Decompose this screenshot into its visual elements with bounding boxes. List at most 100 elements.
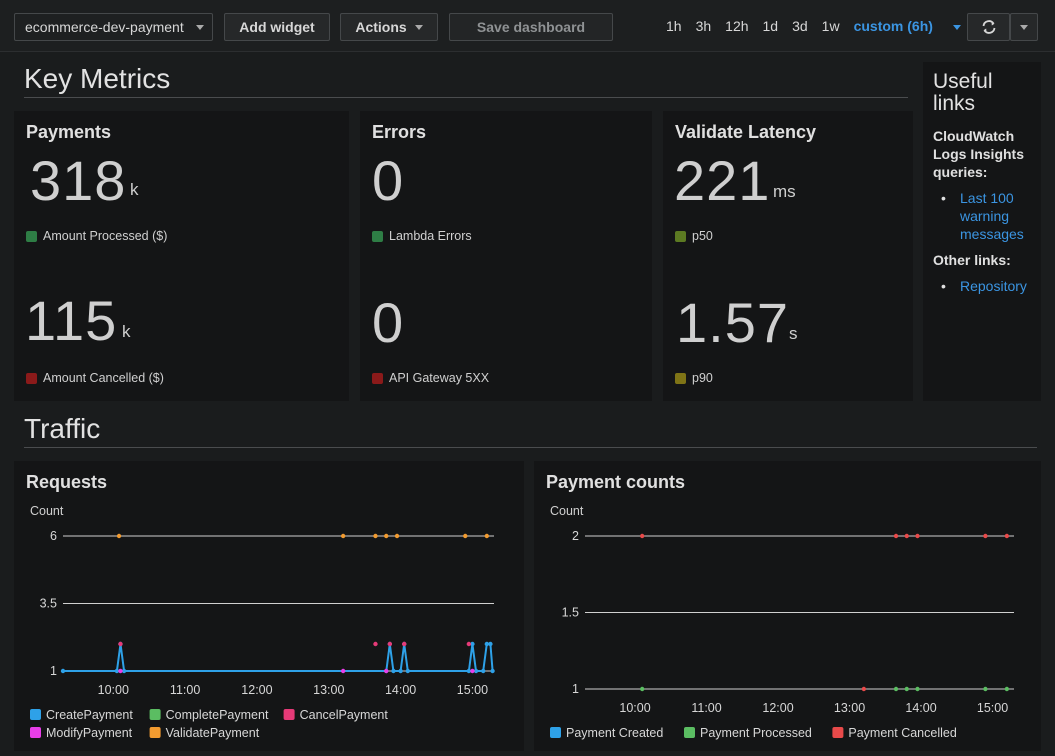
legend-label: Payment Processed [700, 726, 812, 740]
y-tick-label: 6 [50, 529, 57, 543]
time-range-1d[interactable]: 1d [762, 18, 779, 34]
useful-links-title: Useful links [933, 70, 993, 115]
requests-chart[interactable]: 6 3.5 1 10:00 11:00 12:00 13:00 14:00 15:00 Creat… [14, 520, 524, 750]
widget-title: Validate Latency [675, 122, 817, 142]
y-tick-label: 1 [50, 664, 57, 678]
time-range-1h[interactable]: 1h [666, 18, 682, 34]
legend-swatch [832, 727, 844, 738]
add-widget-label: Add widget [239, 19, 315, 35]
legend-swatch [26, 230, 37, 242]
legend-swatch [675, 230, 686, 242]
metric-value: 115 [25, 289, 118, 352]
data-point [470, 641, 475, 647]
y-tick-label: 2 [572, 529, 579, 543]
legend-label: API Gateway 5XX [389, 371, 490, 385]
time-range-custom[interactable]: custom (6h) [854, 18, 975, 34]
data-point [387, 641, 393, 647]
metric-legend: Amount Processed ($) [26, 229, 167, 243]
data-point [640, 533, 645, 539]
errors-widget [360, 111, 652, 401]
data-point [470, 668, 475, 674]
validate-latency-widget [663, 111, 913, 401]
data-point [118, 641, 123, 647]
data-point [490, 668, 495, 674]
data-point [904, 533, 909, 539]
payment-counts-chart[interactable]: 2 1.5 1 10:00 11:00 12:00 13:00 14:00 15:00 Payme… [534, 520, 1041, 750]
legend-label: CreatePayment [46, 708, 133, 722]
data-point [1004, 686, 1010, 692]
y-tick-label: 1 [572, 682, 579, 696]
link-repository[interactable]: Repository [933, 277, 1045, 295]
chevron-down-icon [195, 24, 204, 30]
time-range-1w[interactable]: 1w [821, 18, 840, 34]
x-tick-label: 14:00 [905, 701, 936, 715]
legend-label: Payment Cancelled [848, 726, 956, 740]
legend-swatch [30, 709, 41, 720]
x-tick-label: 12:00 [762, 701, 793, 715]
other-links: Repository [933, 277, 1045, 295]
x-tick-label: 13:00 [313, 683, 344, 697]
link-last-100-warnings[interactable]: Last 100 warning messages [933, 189, 1045, 243]
data-point [473, 668, 479, 674]
data-point [915, 686, 920, 692]
add-widget-button[interactable]: Add widget [224, 13, 330, 41]
data-point [114, 668, 120, 674]
time-range-12h[interactable]: 12h [725, 18, 749, 34]
refresh-button[interactable] [967, 13, 1010, 41]
traffic-title: Traffic [24, 413, 101, 444]
metric-value: 1.57 [676, 291, 789, 354]
metric-legend: API Gateway 5XX [372, 371, 489, 385]
useful-links-body: CloudWatch Logs Insights queries: Last 1… [933, 127, 1045, 303]
metric-unit: ms [773, 182, 796, 201]
actions-button[interactable]: Actions [340, 13, 438, 41]
data-point [466, 641, 472, 647]
time-range-3h[interactable]: 3h [695, 18, 712, 34]
legend-swatch [149, 727, 161, 738]
legend-label: ValidatePayment [166, 726, 260, 740]
dashboard-select[interactable]: ecommerce-dev-payment [14, 13, 213, 41]
data-point [861, 686, 867, 692]
legend-label: p90 [692, 371, 713, 385]
series-line [63, 643, 494, 672]
refresh-options-button[interactable] [1010, 13, 1038, 41]
metric-legend: p50 [675, 229, 713, 243]
data-point [1004, 533, 1010, 539]
metric-value: 221 [674, 149, 771, 212]
metric-value: 0 [372, 291, 405, 354]
legend-label: Payment Created [566, 726, 663, 740]
data-point [983, 686, 988, 692]
widget-title: Payment counts [546, 472, 686, 492]
data-point [116, 533, 122, 539]
legend-swatch [30, 727, 41, 738]
save-dashboard-label: Save dashboard [476, 19, 586, 35]
actions-label: Actions [355, 19, 407, 35]
metric-unit: s [789, 324, 798, 343]
legend-label: CompletePayment [166, 708, 269, 722]
data-point [904, 686, 909, 692]
data-point [893, 533, 899, 539]
time-range-3d[interactable]: 3d [792, 18, 808, 34]
dashboard-select-value: ecommerce-dev-payment [25, 19, 184, 35]
payment-counts-widget [534, 461, 1041, 751]
x-tick-label: 14:00 [385, 683, 416, 697]
dashboard-toolbar: ecommerce-dev-payment Add widget Actions… [0, 0, 1055, 52]
widget-title: Payments [26, 122, 112, 142]
time-range-custom-label: custom (6h) [853, 18, 933, 34]
widget-title: Requests [26, 472, 108, 492]
data-point [394, 533, 400, 539]
legend-label: Amount Cancelled ($) [43, 371, 164, 385]
legend-label: p50 [692, 229, 713, 243]
x-tick-label: 13:00 [834, 701, 865, 715]
metric-legend: p90 [675, 371, 713, 385]
data-point [340, 533, 346, 539]
legend-swatch [283, 709, 295, 720]
legend-swatch [372, 230, 383, 242]
data-point [915, 533, 920, 539]
save-dashboard-button[interactable]: Save dashboard [449, 13, 613, 41]
legend-label: Amount Processed ($) [43, 229, 168, 243]
data-point [488, 641, 493, 647]
insights-heading: CloudWatch Logs Insights queries: [933, 128, 1024, 180]
legend-label: ModifyPayment [46, 726, 133, 740]
data-point [384, 533, 389, 539]
requests-widget [14, 461, 524, 751]
